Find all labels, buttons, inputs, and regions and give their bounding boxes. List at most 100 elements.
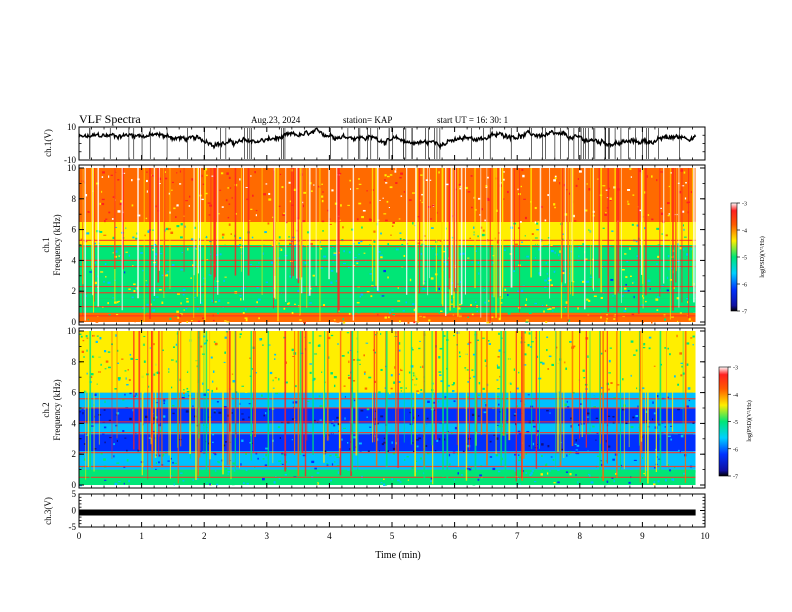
spectral-speck — [413, 308, 416, 312]
spectral-speck — [637, 317, 640, 319]
spectral-speck — [103, 234, 107, 236]
spectral-speck — [167, 184, 170, 186]
spectral-speck — [663, 368, 665, 371]
spectral-speck — [158, 454, 161, 457]
spectral-speck — [562, 270, 565, 273]
spectral-speck — [85, 335, 88, 338]
spectral-speck — [130, 357, 134, 360]
spectral-speck — [553, 270, 556, 273]
spectral-speck — [293, 284, 296, 286]
spectral-speck — [309, 452, 312, 455]
spectral-speck — [224, 468, 228, 471]
spectral-speck — [348, 454, 351, 457]
spectral-speck — [578, 170, 582, 173]
spectral-speck — [183, 309, 185, 311]
spectral-speck — [214, 342, 218, 346]
spectral-speck — [161, 274, 164, 277]
spectral-speck — [564, 213, 568, 216]
spectral-speck — [416, 445, 419, 448]
spectral-speck — [487, 340, 490, 342]
spectral-speck — [292, 442, 295, 444]
spectral-speck — [467, 191, 471, 193]
spectral-speck — [555, 218, 558, 221]
spectral-speck — [484, 402, 486, 405]
spectral-speck — [469, 377, 471, 379]
spectral-speck — [534, 448, 537, 450]
spectral-speck — [479, 474, 482, 477]
spectral-speck — [503, 249, 506, 252]
spectral-speck — [129, 417, 132, 421]
spectral-speck — [609, 347, 612, 349]
spectral-speck — [99, 202, 101, 205]
spectral-speck — [434, 450, 437, 452]
spectral-speck — [449, 476, 451, 480]
spectral-speck — [657, 255, 660, 258]
spectral-speck — [227, 218, 229, 221]
spectral-speck — [115, 404, 118, 407]
spectral-speck — [333, 375, 337, 379]
spectral-speck — [400, 390, 402, 392]
spectral-speck — [605, 189, 608, 191]
spectral-speck — [258, 262, 260, 264]
spectral-speck — [173, 346, 175, 349]
spectral-speck — [495, 209, 498, 212]
spectral-speck — [314, 458, 317, 461]
y-tick-label: 2 — [72, 449, 77, 459]
spectral-speck — [604, 213, 607, 216]
spectral-speck — [568, 453, 571, 455]
spectral-speck — [416, 432, 419, 435]
spectral-speck — [542, 468, 544, 471]
spectral-speck — [397, 479, 400, 482]
spectral-speck — [523, 198, 526, 200]
spectral-speck — [506, 193, 509, 196]
spectral-speck — [185, 200, 188, 202]
y-tick-label: 2 — [72, 286, 77, 296]
spectral-speck — [249, 241, 252, 244]
spectral-speck — [575, 439, 577, 442]
y-tick-label: 10 — [67, 326, 77, 336]
spectral-speck — [531, 470, 534, 472]
spectral-speck — [172, 455, 176, 458]
spectral-speck — [321, 195, 324, 198]
spectral-speck — [596, 415, 599, 418]
spectral-speck — [191, 176, 194, 179]
spectral-speck — [338, 170, 342, 172]
spectral-speck — [405, 287, 407, 290]
spectral-speck — [117, 179, 120, 181]
spectral-speck — [443, 335, 446, 337]
spectral-speck — [471, 413, 475, 417]
spectral-speck — [344, 396, 346, 398]
spectral-speck — [224, 320, 227, 322]
spectral-speck — [548, 383, 550, 385]
spectral-speck — [264, 231, 267, 234]
spectral-speck — [224, 351, 226, 354]
x-tick-label: 3 — [265, 531, 270, 541]
spectral-speck — [458, 183, 461, 186]
spectral-speck — [673, 375, 676, 378]
spectral-speck — [284, 319, 286, 322]
spectral-speck — [468, 468, 472, 471]
spectral-speck — [389, 311, 391, 315]
spectral-speck — [274, 377, 277, 379]
spectral-speck — [208, 274, 212, 276]
spectral-speck — [230, 187, 232, 189]
spectral-speck — [670, 254, 674, 257]
spectral-speck — [399, 320, 401, 323]
spectral-speck — [80, 335, 83, 338]
spectral-speck — [397, 287, 399, 289]
spectral-speck — [651, 317, 653, 319]
spectral-speck — [103, 481, 106, 484]
spectral-speck — [547, 194, 549, 197]
spectral-speck — [131, 296, 134, 299]
spectral-speck — [132, 409, 134, 412]
spectral-speck — [418, 434, 421, 437]
spectral-speck — [417, 392, 420, 395]
spectral-speck — [373, 240, 376, 243]
spectral-speck — [489, 440, 492, 443]
spectral-speck — [406, 242, 409, 245]
spectral-speck — [687, 387, 691, 390]
spectral-speck — [124, 409, 127, 411]
spectral-speck — [96, 383, 98, 385]
spectral-speck — [224, 336, 227, 339]
spectral-speck — [561, 288, 564, 291]
